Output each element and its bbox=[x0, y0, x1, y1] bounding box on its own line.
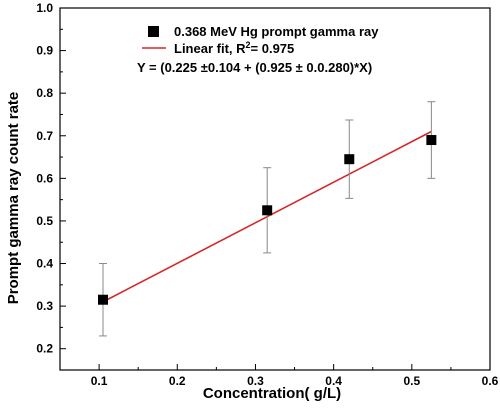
plot-area: 0.1 0.2 0.3 0.4 0.5 0.6 0.2 0.3 0.4 0.5 0.6 0.7 0.8 0… bbox=[36, 1, 498, 388]
legend-marker-square bbox=[148, 26, 159, 37]
x-tick-label: 0.5 bbox=[403, 374, 420, 388]
y-tick-label: 0.6 bbox=[36, 171, 53, 185]
y-tick-label: 0.3 bbox=[36, 299, 53, 313]
y-tick-label: 0.7 bbox=[36, 129, 53, 143]
fit-equation: Y = (0.225 ±0.104 + (0.925 ± 0.0.280)*X) bbox=[137, 60, 372, 75]
legend-fit-text: Linear fit, R bbox=[174, 41, 246, 56]
legend-series-label: 0.368 MeV Hg prompt gamma ray bbox=[174, 24, 379, 39]
x-tick-label: 0.6 bbox=[482, 374, 499, 388]
data-point bbox=[98, 294, 108, 305]
plot-frame bbox=[59, 7, 491, 371]
y-tick-label: 0.9 bbox=[36, 44, 53, 58]
y-tick-label: 0.4 bbox=[36, 257, 53, 271]
y-tick-label: 0.2 bbox=[36, 342, 53, 356]
legend-fit-label: Linear fit, R2= 0.975 bbox=[174, 40, 294, 56]
x-tick-label: 0.1 bbox=[91, 374, 108, 388]
x-tick-label: 0.3 bbox=[247, 374, 264, 388]
y-tick-label: 1.0 bbox=[36, 1, 53, 15]
x-tick-label: 0.4 bbox=[325, 374, 342, 388]
x-tick-label: 0.2 bbox=[169, 374, 186, 388]
legend: 0.368 MeV Hg prompt gamma ray Linear fit… bbox=[137, 24, 379, 75]
x-axis-label: Concentration( g/L) bbox=[203, 385, 341, 402]
y-tick-label: 0.5 bbox=[36, 214, 53, 228]
y-tick-label: 0.8 bbox=[36, 86, 53, 100]
data-point bbox=[262, 205, 273, 216]
data-point bbox=[426, 135, 437, 146]
legend-fit-sup: 2 bbox=[246, 40, 251, 50]
legend-fit-value: = 0.975 bbox=[251, 41, 295, 56]
y-axis-label: Prompt gamma ray count rate bbox=[5, 92, 22, 305]
data-point bbox=[344, 154, 355, 165]
